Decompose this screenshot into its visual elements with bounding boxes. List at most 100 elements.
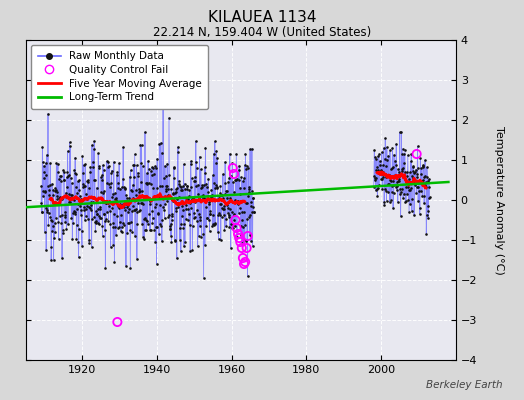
Point bbox=[421, 179, 430, 185]
Point bbox=[173, 149, 182, 155]
Point bbox=[102, 200, 111, 206]
Point bbox=[152, 201, 160, 208]
Point bbox=[72, 236, 81, 243]
Point bbox=[422, 212, 431, 218]
Point bbox=[45, 210, 53, 216]
Point bbox=[228, 209, 236, 216]
Point bbox=[394, 182, 402, 189]
Point bbox=[211, 185, 220, 191]
Point bbox=[390, 172, 399, 178]
Point bbox=[217, 192, 225, 198]
Point bbox=[247, 238, 255, 244]
Point bbox=[59, 176, 68, 183]
Point bbox=[223, 195, 232, 201]
Point bbox=[163, 160, 171, 167]
Point bbox=[372, 187, 380, 194]
Point bbox=[403, 190, 411, 197]
Point bbox=[169, 190, 178, 197]
Point bbox=[419, 162, 428, 168]
Point bbox=[113, 213, 121, 219]
Point bbox=[188, 246, 196, 253]
Point bbox=[160, 206, 168, 213]
Point bbox=[165, 212, 173, 218]
Point bbox=[77, 196, 85, 202]
Point bbox=[190, 214, 198, 221]
Point bbox=[394, 199, 402, 206]
Point bbox=[241, 259, 249, 265]
Point bbox=[89, 199, 97, 205]
Point bbox=[87, 206, 95, 213]
Point bbox=[95, 206, 104, 212]
Point bbox=[234, 200, 243, 206]
Point bbox=[380, 198, 388, 205]
Point bbox=[184, 216, 192, 223]
Point bbox=[37, 200, 46, 206]
Point bbox=[385, 172, 394, 178]
Point bbox=[134, 172, 143, 179]
Point bbox=[132, 192, 140, 198]
Point bbox=[210, 221, 219, 228]
Point bbox=[123, 204, 131, 210]
Point bbox=[111, 224, 119, 230]
Point bbox=[103, 164, 112, 170]
Point bbox=[113, 172, 121, 178]
Point bbox=[381, 135, 389, 141]
Point bbox=[107, 180, 115, 186]
Point bbox=[128, 228, 136, 235]
Point bbox=[129, 162, 138, 168]
Point bbox=[199, 192, 207, 198]
Point bbox=[95, 212, 104, 219]
Point bbox=[76, 199, 84, 206]
Point bbox=[196, 217, 205, 223]
Point bbox=[145, 211, 154, 217]
Point bbox=[168, 211, 176, 217]
Point bbox=[420, 200, 428, 206]
Point bbox=[152, 224, 161, 230]
Point bbox=[421, 182, 430, 188]
Point bbox=[415, 178, 423, 185]
Point bbox=[140, 236, 148, 242]
Point bbox=[177, 187, 185, 193]
Point bbox=[150, 226, 159, 233]
Point bbox=[139, 200, 148, 207]
Point bbox=[187, 204, 195, 211]
Point bbox=[174, 144, 182, 150]
Point bbox=[118, 184, 126, 191]
Point bbox=[39, 188, 48, 194]
Point bbox=[166, 226, 174, 233]
Point bbox=[77, 206, 85, 213]
Point bbox=[143, 181, 151, 187]
Point bbox=[238, 224, 247, 230]
Point bbox=[407, 158, 415, 164]
Point bbox=[38, 208, 46, 215]
Point bbox=[226, 245, 235, 251]
Point bbox=[171, 190, 179, 196]
Point bbox=[409, 175, 417, 182]
Point bbox=[181, 238, 189, 245]
Point bbox=[407, 151, 416, 158]
Point bbox=[193, 206, 202, 213]
Point bbox=[144, 220, 152, 227]
Point bbox=[115, 224, 124, 231]
Point bbox=[232, 176, 240, 183]
Point bbox=[141, 180, 150, 187]
Point bbox=[196, 166, 205, 172]
Point bbox=[143, 180, 151, 186]
Point bbox=[227, 221, 236, 228]
Point bbox=[177, 184, 185, 191]
Point bbox=[200, 164, 209, 170]
Point bbox=[244, 165, 253, 172]
Point bbox=[150, 170, 158, 177]
Point bbox=[73, 200, 82, 207]
Point bbox=[246, 232, 254, 238]
Point bbox=[83, 179, 92, 186]
Point bbox=[223, 202, 231, 208]
Point bbox=[106, 244, 115, 250]
Point bbox=[129, 202, 137, 209]
Point bbox=[141, 129, 149, 135]
Point bbox=[151, 239, 159, 245]
Point bbox=[114, 180, 123, 186]
Point bbox=[217, 201, 225, 208]
Point bbox=[248, 146, 256, 152]
Point bbox=[204, 175, 212, 182]
